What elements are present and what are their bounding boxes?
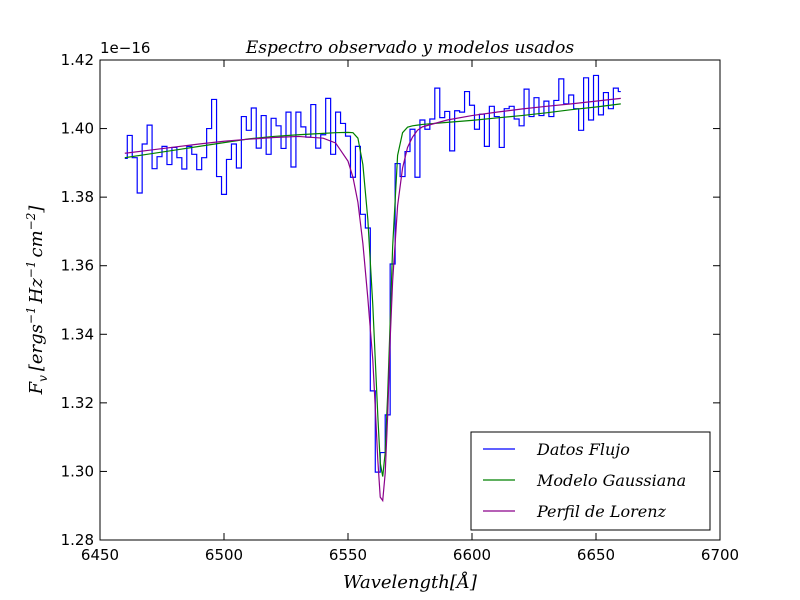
series-line-2 <box>124 97 621 503</box>
chart-legend: Datos Flujo Modelo Gaussiana Perfil de Lor… <box>470 431 711 531</box>
y-label-exp3: −2 <box>24 213 38 231</box>
x-axis-label: Wavelength[Å] <box>343 571 478 593</box>
y-label-hz: Hz <box>26 278 47 305</box>
legend-label-1: Modelo Gaussiana <box>536 471 686 490</box>
y-label-f: F <box>26 380 47 395</box>
y-label-ergs: ergs <box>26 324 47 364</box>
chart-title: Espectro observado y modelos usados <box>245 38 575 58</box>
series-layer <box>124 74 621 503</box>
y-tick-label-7: 1.42 <box>61 51 94 69</box>
svg-text:Fv[ergs−1Hz−1cm−2]: Fv[ergs−1Hz−1cm−2] <box>24 205 50 396</box>
y-label-exp2: −1 <box>24 260 38 278</box>
plot-frame <box>99 59 721 541</box>
x-tick-label-1: 6500 <box>205 546 243 564</box>
y-label-rbracket: ] <box>26 205 47 214</box>
y-axis-label: Fv[ergs−1Hz−1cm−2] <box>24 205 50 396</box>
y-label-exp1: −1 <box>24 306 38 324</box>
x-tick-label-5: 6700 <box>701 546 739 564</box>
legend-label-2: Perfil de Lorenz <box>536 502 667 521</box>
x-tick-label-2: 6550 <box>329 546 367 564</box>
y-label-cm: cm <box>26 230 47 257</box>
y-tick-label-2: 1.32 <box>61 394 94 412</box>
tick-layer: 6450 6500 6550 6600 6650 6700 1.28 1.30 1.32 1.34… <box>61 51 740 564</box>
y-tick-label-3: 1.34 <box>61 325 94 343</box>
legend-box <box>470 431 711 531</box>
y-label-v: v <box>36 375 50 382</box>
y-tick-label-1: 1.30 <box>61 462 94 480</box>
x-tick-label-3: 6600 <box>453 546 491 564</box>
y-offset-label: 1e−16 <box>100 39 150 57</box>
y-label-lbracket: [ <box>26 363 47 371</box>
x-tick-label-4: 6650 <box>577 546 615 564</box>
y-tick-label-4: 1.36 <box>61 257 94 275</box>
series-line-1 <box>124 103 621 477</box>
y-tick-label-0: 1.28 <box>61 531 94 549</box>
y-tick-label-6: 1.40 <box>61 120 94 138</box>
y-tick-label-5: 1.38 <box>61 188 94 206</box>
x-tick-label-0: 6450 <box>81 546 119 564</box>
legend-label-0: Datos Flujo <box>536 440 630 459</box>
